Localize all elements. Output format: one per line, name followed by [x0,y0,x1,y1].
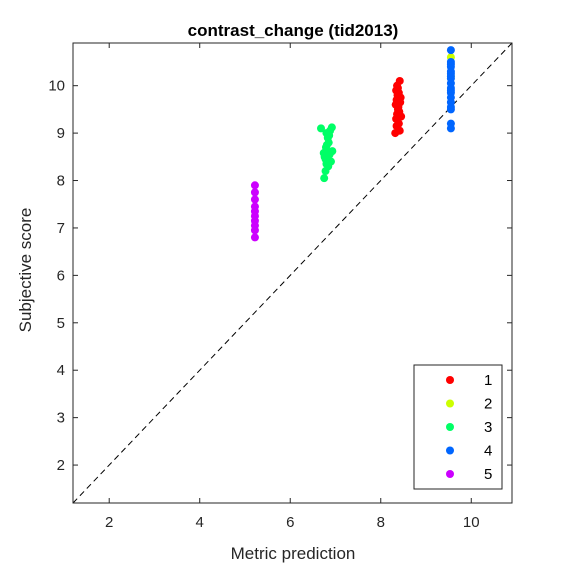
data-point-series-1 [393,84,402,93]
y-tick-label: 4 [57,362,65,379]
plot-area: 2 4 6 8 10 2 3 4 5 6 7 8 9 10 1 2 3 4 5 [48,42,513,531]
data-point-series-3 [324,162,333,171]
data-point-series-3 [319,149,328,158]
data-point-series-3 [322,140,331,149]
x-tick-label: 6 [286,514,294,531]
data-point-series-4 [446,60,455,69]
data-point-series-1 [397,112,406,121]
data-point-series-5 [250,188,259,197]
x-tick-label: 2 [105,514,113,531]
legend-box [413,364,503,490]
y-tick-label: 8 [57,173,65,190]
data-point-series-3 [321,155,330,164]
x-tick-label: 8 [377,514,385,531]
legend-label-5: 5 [484,466,492,483]
data-point-series-5 [250,195,259,204]
data-point-series-5 [250,181,259,190]
y-tick-label: 2 [57,457,65,474]
y-tick-label: 5 [57,315,65,332]
legend-label-3: 3 [484,419,492,436]
x-tick-label: 4 [196,514,204,531]
x-tick-label: 10 [463,514,480,531]
y-tick-label: 6 [57,267,65,284]
y-tick-label: 7 [57,220,65,237]
data-point-series-3 [325,131,334,140]
data-point-series-3 [317,124,326,133]
y-tick-label: 9 [57,125,65,142]
legend-marker-5 [446,470,454,478]
y-tick-label: 10 [48,78,65,95]
reference-line [72,42,513,504]
data-point-series-5 [250,233,259,242]
data-point-series-3 [327,123,336,132]
data-point-series-4 [446,46,455,55]
chart-title: contrast_change (tid2013) [188,21,399,40]
legend-label-4: 4 [484,443,492,460]
data-point-series-1 [395,126,404,135]
axes-box [72,42,513,504]
legend-label-1: 1 [484,372,492,389]
data-point-series-4 [446,86,455,95]
data-point-series-3 [328,147,337,156]
legend-label-2: 2 [484,396,492,413]
data-point-series-3 [320,174,329,183]
y-tick-label: 3 [57,410,65,427]
legend-marker-2 [446,399,454,408]
data-point-series-1 [395,76,404,85]
data-point-series-1 [394,119,403,128]
legend-marker-1 [446,376,454,384]
x-axis-label: Metric prediction [231,544,356,563]
data-point-series-4 [446,69,455,78]
legend-marker-4 [446,446,454,455]
data-point-series-4 [446,105,455,114]
y-axis-label: Subjective score [16,208,35,333]
data-point-series-4 [446,124,455,133]
data-point-series-5 [250,202,259,211]
legend-marker-3 [446,423,454,431]
